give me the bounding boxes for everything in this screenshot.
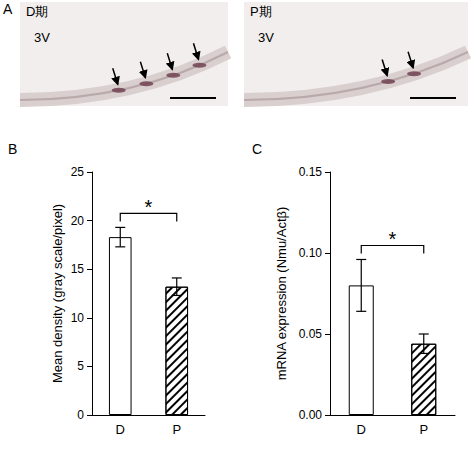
svg-text:0.05: 0.05 (299, 327, 323, 341)
svg-text:B: B (8, 141, 17, 157)
svg-text:D: D (116, 422, 125, 437)
svg-text:0: 0 (77, 408, 84, 422)
svg-text:D: D (357, 422, 366, 437)
svg-text:*: * (389, 228, 397, 250)
svg-text:D期: D期 (26, 4, 48, 19)
svg-text:P期: P期 (250, 4, 272, 19)
svg-text:3V: 3V (34, 30, 50, 45)
svg-text:*: * (145, 196, 153, 218)
svg-text:0.00: 0.00 (299, 408, 323, 422)
svg-text:0.15: 0.15 (299, 165, 323, 179)
svg-text:3V: 3V (258, 30, 274, 45)
svg-text:A: A (3, 1, 13, 17)
svg-text:mRNA expression (Nmu/Actβ): mRNA expression (Nmu/Actβ) (274, 207, 289, 381)
svg-text:20: 20 (71, 214, 85, 228)
svg-text:0.10: 0.10 (299, 246, 323, 260)
svg-text:P: P (172, 422, 181, 437)
svg-text:10: 10 (71, 311, 85, 325)
svg-text:25: 25 (71, 165, 85, 179)
svg-text:Mean density (gray scale/pixel: Mean density (gray scale/pixel) (50, 204, 65, 383)
svg-text:15: 15 (71, 262, 85, 276)
svg-text:P: P (419, 422, 428, 437)
svg-text:C: C (252, 141, 262, 157)
svg-text:5: 5 (77, 359, 84, 373)
